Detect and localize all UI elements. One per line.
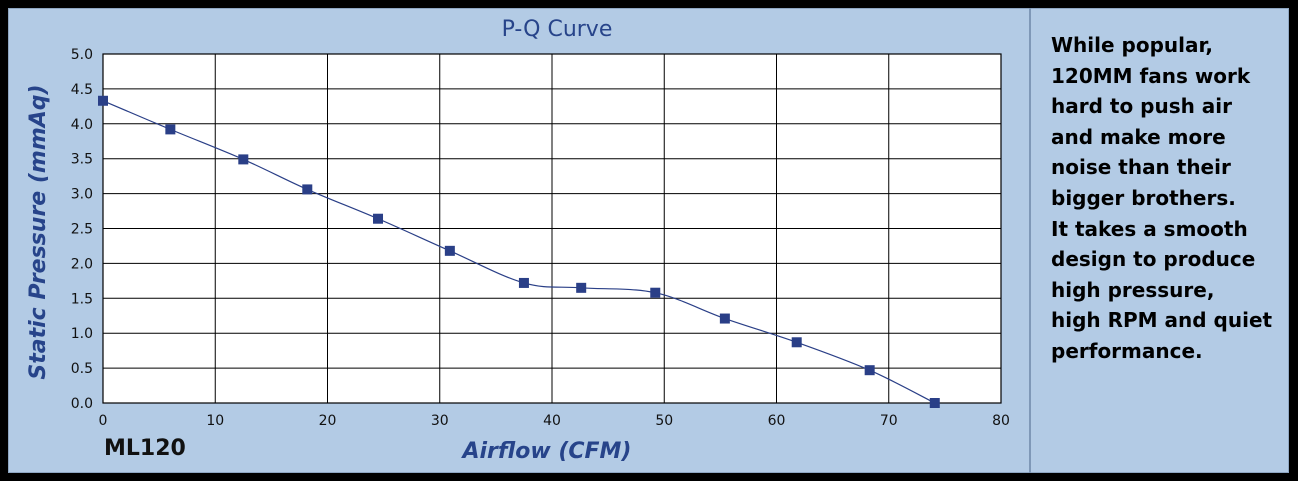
y-tick-label: 2.5 xyxy=(71,222,93,238)
data-point-marker xyxy=(576,282,587,293)
y-tick-label: 5.0 xyxy=(71,47,93,63)
x-axis-title: Airflow (CFM) xyxy=(460,439,631,464)
y-axis-title: Static Pressure (mmAq) xyxy=(26,84,51,379)
data-point-marker xyxy=(791,337,802,348)
grid-lines xyxy=(103,54,1001,403)
y-tick-label: 2.0 xyxy=(71,256,93,272)
y-tick-label: 3.0 xyxy=(71,187,93,203)
data-point-marker xyxy=(444,245,455,256)
y-tick-label: 4.5 xyxy=(71,82,93,98)
x-axis-ticks: 0 10 20 30 40 50 60 70 80 xyxy=(99,413,1010,429)
panel-divider xyxy=(1029,8,1031,473)
y-tick-label: 4.0 xyxy=(71,117,93,133)
data-point-marker xyxy=(165,124,176,135)
series-markers xyxy=(98,95,940,408)
x-tick-label: 60 xyxy=(768,413,786,429)
product-description: While popular, 120MM fans work hard to p… xyxy=(1051,33,1273,363)
model-label: ML120 xyxy=(104,436,186,461)
chart-title: P-Q Curve xyxy=(502,17,613,42)
y-tick-label: 0.0 xyxy=(71,396,93,412)
x-tick-label: 30 xyxy=(431,413,449,429)
x-tick-label: 80 xyxy=(992,413,1010,429)
data-point-marker xyxy=(302,184,313,195)
y-tick-label: 1.5 xyxy=(71,291,93,307)
data-point-marker xyxy=(238,154,249,165)
x-tick-label: 70 xyxy=(880,413,898,429)
data-point-marker xyxy=(864,365,875,376)
data-point-marker xyxy=(518,277,529,288)
x-tick-label: 20 xyxy=(319,413,337,429)
y-tick-label: 1.0 xyxy=(71,326,93,342)
x-tick-label: 40 xyxy=(543,413,561,429)
data-point-marker xyxy=(98,95,108,106)
data-point-marker xyxy=(650,287,661,298)
x-tick-label: 50 xyxy=(655,413,673,429)
data-point-marker xyxy=(929,398,940,408)
x-tick-label: 0 xyxy=(99,413,108,429)
data-point-marker xyxy=(373,213,384,224)
y-axis-ticks: 0.0 0.5 1.0 1.5 2.0 2.5 3.0 3.5 4.0 4.5 5.0 xyxy=(71,47,93,412)
y-tick-label: 3.5 xyxy=(71,152,93,168)
data-point-marker xyxy=(719,313,730,324)
y-tick-label: 0.5 xyxy=(71,361,93,377)
x-tick-label: 10 xyxy=(206,413,224,429)
